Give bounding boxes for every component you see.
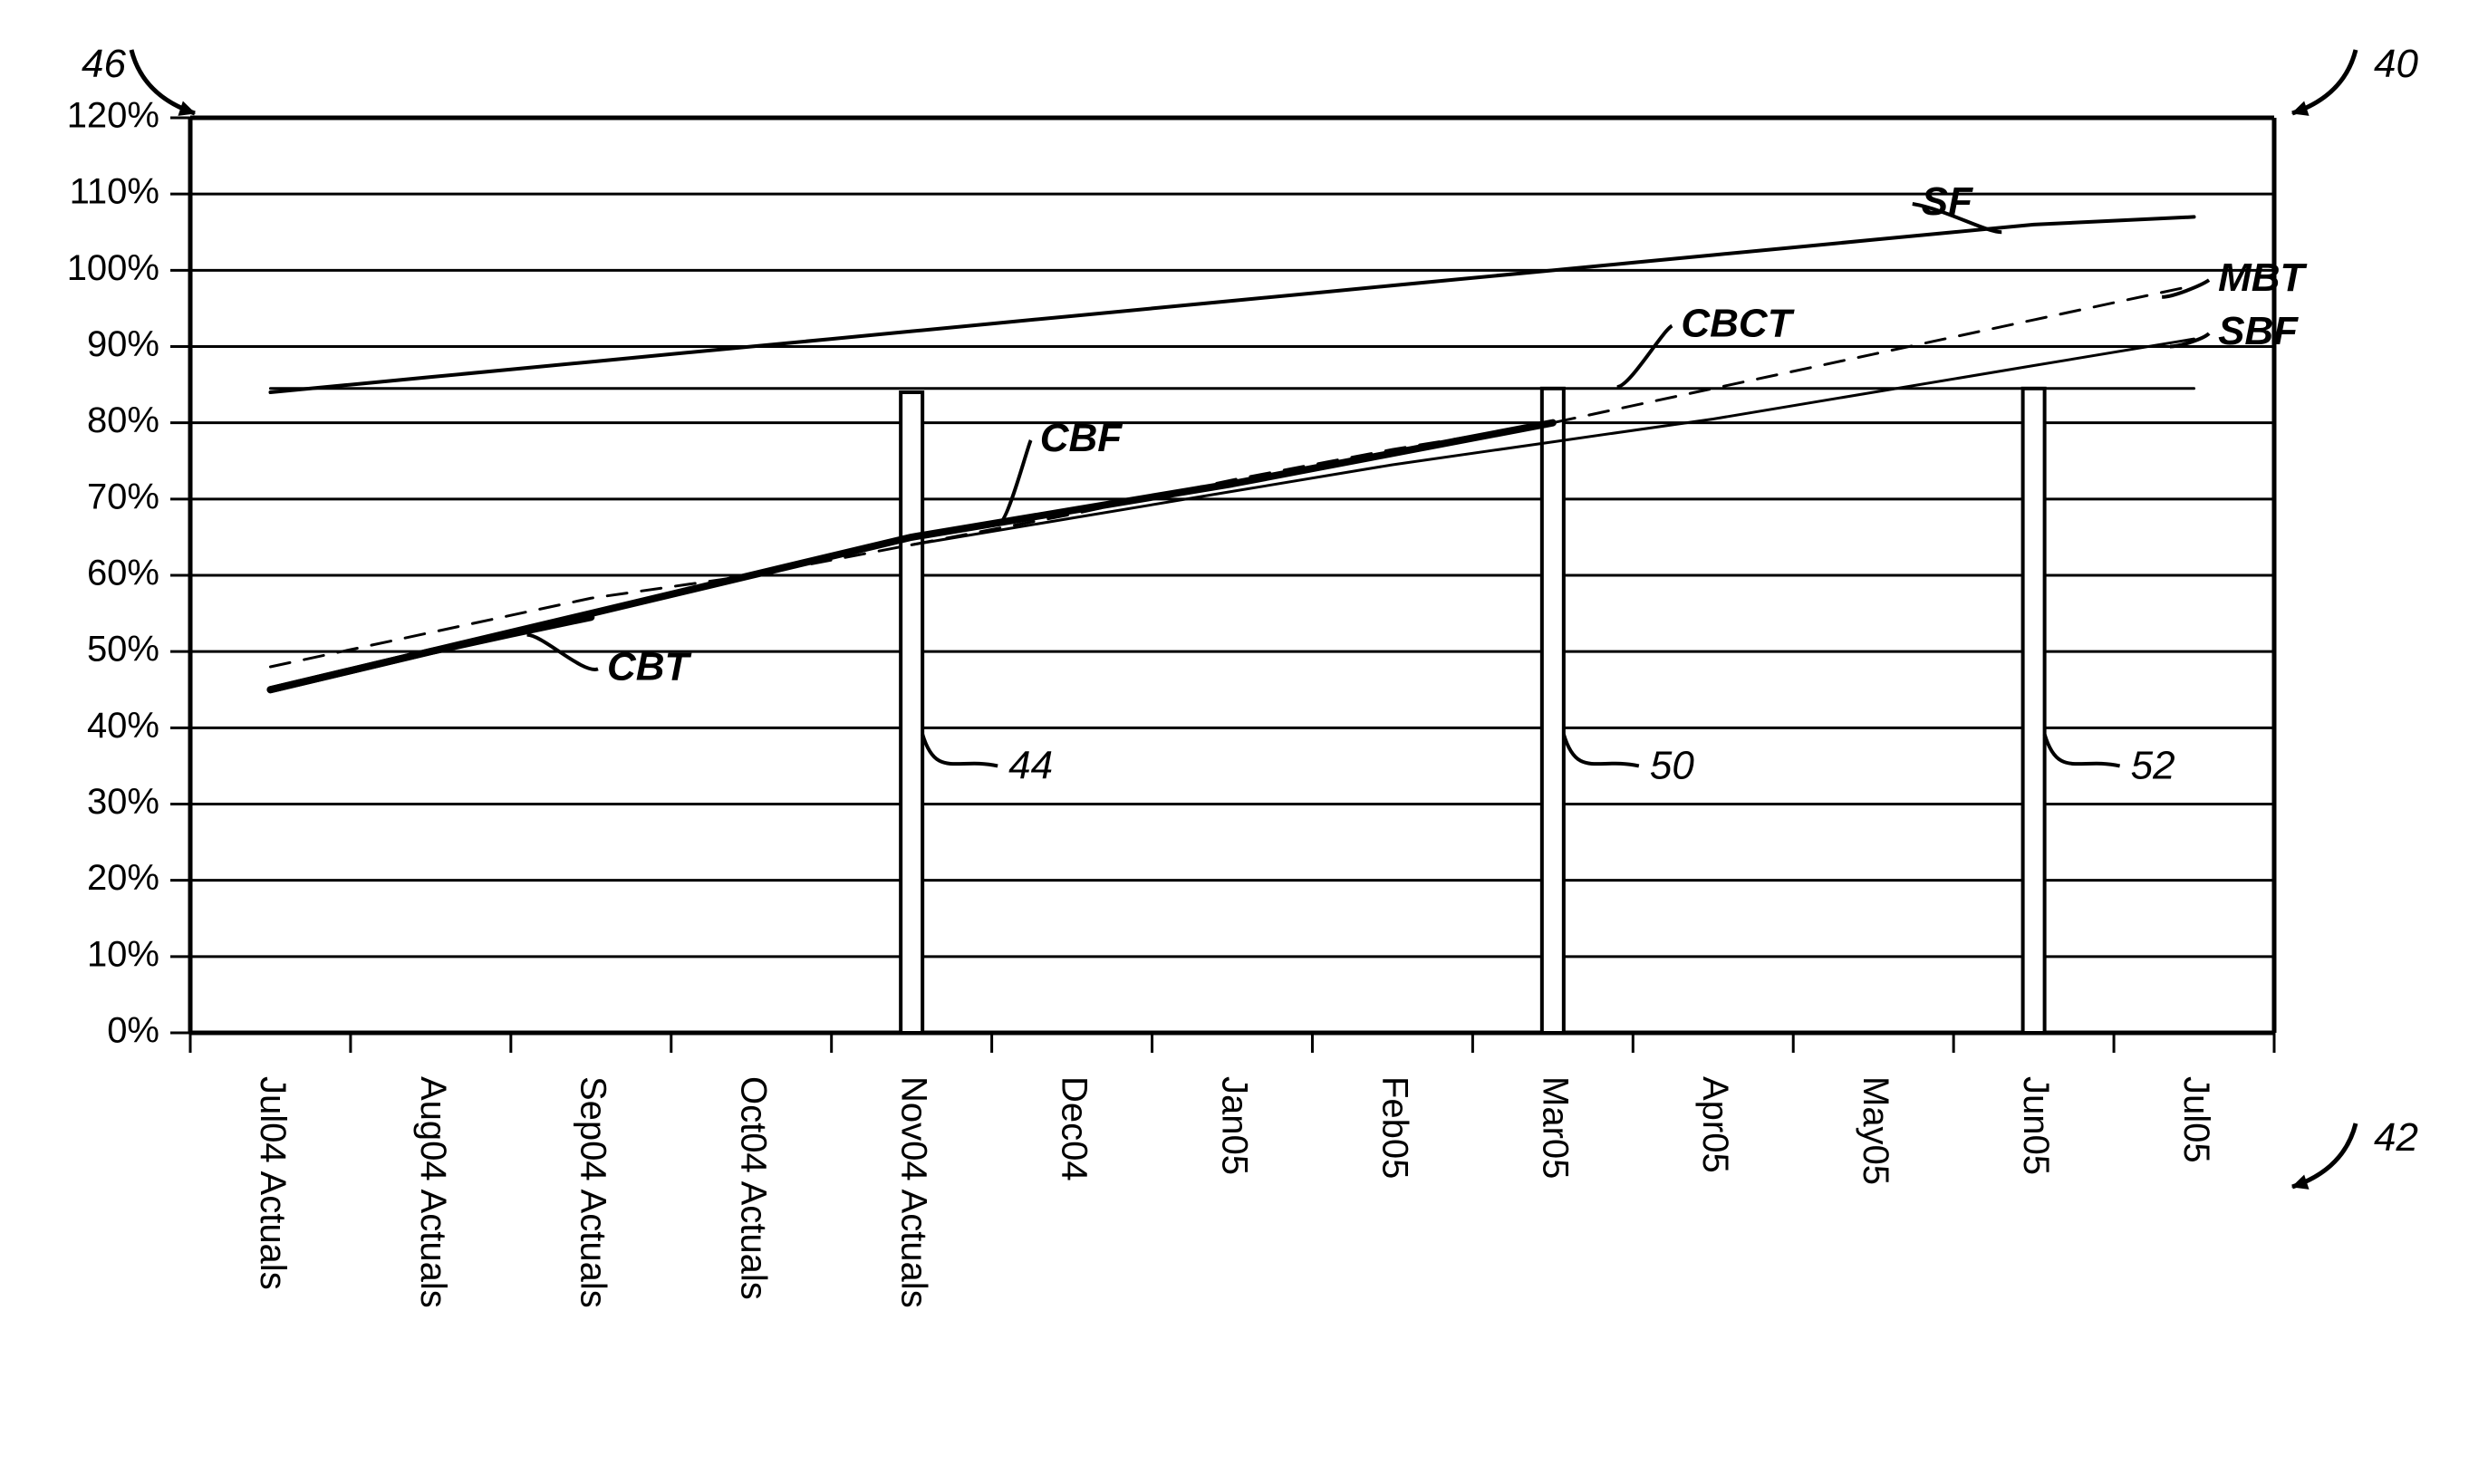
ref-40: 40 [2374,42,2418,86]
series-label-cbt: CBT [607,644,692,689]
x-tick-label: Jan05 [1214,1076,1254,1175]
chart-background [0,0,2488,1484]
ref-label-50: 50 [1650,743,1694,787]
y-tick-label: 40% [87,706,159,746]
x-tick-label: Nov04 Actuals [894,1076,934,1308]
y-tick-label: 90% [87,324,159,364]
x-tick-label: Oct04 Actuals [734,1076,774,1300]
x-tick-label: Aug04 Actuals [413,1076,453,1308]
y-tick-label: 70% [87,477,159,516]
y-tick-label: 100% [67,248,159,288]
figure-stage: 0% 10% 20% 30% 40% 50% 60% 70% 80% 90% 100% 110% 120… [0,0,2488,1484]
vertical-marker-52 [2023,389,2045,1033]
y-tick-label: 30% [87,782,159,822]
x-tick-label: Mar05 [1535,1076,1575,1179]
x-tick-label: Apr05 [1695,1076,1735,1173]
vertical-marker-50 [1542,389,1564,1033]
y-tick-label: 50% [87,630,159,670]
x-tick-label: Feb05 [1374,1076,1414,1179]
series-label-sf: SF [1922,179,1973,224]
y-tick-label: 20% [87,858,159,898]
y-tick-label: 60% [87,554,159,593]
x-tick-label: May05 [1856,1076,1895,1185]
x-tick-label: Jul04 Actuals [253,1076,293,1290]
x-tick-label: Sep04 Actuals [574,1076,613,1308]
series-label-cbct: CBCT [1681,302,1794,346]
y-tick-label: 120% [67,96,159,136]
series-label-sbf: SBF [2218,309,2299,353]
vertical-marker-44 [901,392,922,1033]
x-tick-label: Jun05 [2016,1076,2056,1175]
y-tick-label: 0% [107,1011,159,1051]
ref-label-44: 44 [1008,743,1053,787]
series-label-cbf: CBF [1040,416,1123,460]
x-tick-label: Jul05 [2176,1076,2216,1163]
ref-42: 42 [2374,1115,2418,1160]
y-tick-label: 110% [70,172,159,212]
ref-46: 46 [82,42,126,86]
y-tick-label: 10% [87,934,159,974]
series-label-mbt: MBT [2218,255,2307,300]
ref-label-52: 52 [2131,743,2175,787]
y-tick-label: 80% [87,400,159,440]
chart-svg: 0% 10% 20% 30% 40% 50% 60% 70% 80% 90% 100% 110% 120… [0,0,2488,1484]
x-tick-label: Dec04 [1055,1076,1095,1181]
